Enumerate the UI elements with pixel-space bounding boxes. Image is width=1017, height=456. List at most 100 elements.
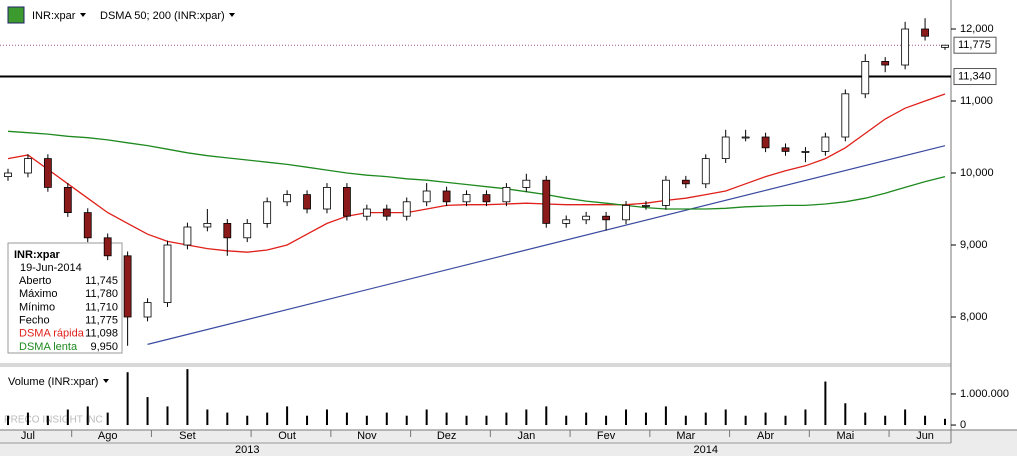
candle-body xyxy=(203,223,212,228)
candle-body xyxy=(183,226,192,246)
info-row-value: 11,098 xyxy=(85,328,118,340)
candle-body xyxy=(642,205,650,207)
price-label: 11,775 xyxy=(958,39,991,51)
volume-bar xyxy=(186,369,189,426)
volume-bar xyxy=(924,415,927,426)
moving-average xyxy=(7,130,946,210)
x-tick-label: Nov xyxy=(357,430,377,442)
volume-bar xyxy=(485,415,488,426)
year-label: 2014 xyxy=(694,444,718,456)
symbol-label[interactable]: INR:xpar xyxy=(32,10,76,22)
volume-bar xyxy=(744,415,747,426)
info-row-label: DSMA lenta xyxy=(19,341,78,353)
x-tick-label: Dez xyxy=(437,430,457,442)
info-row-value: 11,775 xyxy=(85,315,118,327)
volume-bar xyxy=(764,412,767,426)
volume-bar xyxy=(206,409,209,426)
candle-body xyxy=(4,172,12,178)
info-title: INR:xpar xyxy=(14,249,61,261)
candle-body xyxy=(163,244,172,304)
candle-body xyxy=(582,215,591,221)
volume-bar xyxy=(505,412,508,426)
volume-bar xyxy=(585,412,588,426)
candle-body xyxy=(941,44,949,48)
volume-bar xyxy=(824,381,827,426)
y-tick-label: 0 xyxy=(960,419,966,431)
y-tick-label: 10,000 xyxy=(960,167,994,179)
volume-bar xyxy=(445,412,448,426)
dropdown-arrow[interactable] xyxy=(229,13,235,17)
x-tick-label: Jan xyxy=(517,430,535,442)
watermark: PRECO INSIGHT INC xyxy=(4,415,103,426)
volume-bar xyxy=(46,415,49,426)
volume-bar xyxy=(864,412,867,426)
candle-body xyxy=(283,194,292,203)
volume-bar xyxy=(306,415,309,426)
volume-bar xyxy=(784,415,787,426)
volume-bar xyxy=(365,415,368,426)
candle-body xyxy=(761,136,770,149)
moving-average xyxy=(7,93,946,253)
volume-bar xyxy=(86,406,89,426)
info-row-label: Mínimo xyxy=(19,301,55,313)
volume-bar xyxy=(425,409,428,426)
info-row-value: 9,950 xyxy=(90,341,118,353)
volume-bar xyxy=(644,412,647,426)
x-tick-label: Jun xyxy=(916,430,934,442)
volume-bar xyxy=(884,415,887,426)
volume-bar xyxy=(545,406,548,426)
candle-body xyxy=(721,136,730,160)
price-label: 11,340 xyxy=(958,70,991,82)
info-row-value: 11,745 xyxy=(85,275,118,287)
volume-bar xyxy=(246,415,249,426)
app-icon[interactable] xyxy=(7,6,25,24)
candle-body xyxy=(622,205,630,221)
candle-body xyxy=(103,237,112,257)
x-tick-label: Mai xyxy=(836,430,854,442)
dropdown-arrow[interactable] xyxy=(80,13,86,17)
price-label-box xyxy=(953,36,997,54)
y-tick-label: 11,000 xyxy=(960,95,993,107)
candle-body xyxy=(63,187,72,214)
volume-bar xyxy=(625,409,628,426)
info-date: 19-Jun-2014 xyxy=(20,262,82,274)
indicator-label[interactable]: DSMA 50; 200 (INR:xpar) xyxy=(100,10,225,22)
volume-bar xyxy=(405,415,408,426)
candle-body xyxy=(362,208,371,217)
x-tick-label: Out xyxy=(278,430,296,442)
volume-bar xyxy=(704,412,707,426)
candle-body xyxy=(921,28,929,37)
volume-bar xyxy=(226,412,229,426)
candle-body xyxy=(462,194,471,203)
volume-bar xyxy=(345,412,348,426)
volume-bar xyxy=(26,412,29,426)
info-row-value: 11,780 xyxy=(85,288,118,300)
volume-bar xyxy=(126,372,129,426)
volume-bar xyxy=(565,415,568,426)
volume-bar xyxy=(664,406,667,426)
volume-title[interactable]: Volume (INR:xpar) xyxy=(8,376,98,388)
dropdown-arrow[interactable] xyxy=(103,379,109,383)
volume-bar xyxy=(844,403,847,426)
x-tick-label: Ago xyxy=(98,430,118,442)
candle-body xyxy=(43,158,52,188)
volume-bar xyxy=(465,415,468,426)
candle-body xyxy=(482,194,491,203)
year-label: 2013 xyxy=(235,444,259,456)
candle-body xyxy=(861,61,870,95)
volume-bar xyxy=(286,406,289,426)
pane-separator xyxy=(0,363,951,367)
volume-bar xyxy=(684,415,687,426)
candle-body xyxy=(542,179,551,224)
candle-body xyxy=(741,136,750,139)
volume-bar xyxy=(904,409,907,426)
volume-bar xyxy=(106,412,109,426)
candle-body xyxy=(522,179,531,188)
volume-bar xyxy=(525,409,528,426)
candle-body xyxy=(502,187,511,203)
candle-body xyxy=(681,179,690,185)
trendline xyxy=(147,145,946,345)
price-label-box xyxy=(953,68,997,86)
y-tick-label: 12,000 xyxy=(960,23,994,35)
